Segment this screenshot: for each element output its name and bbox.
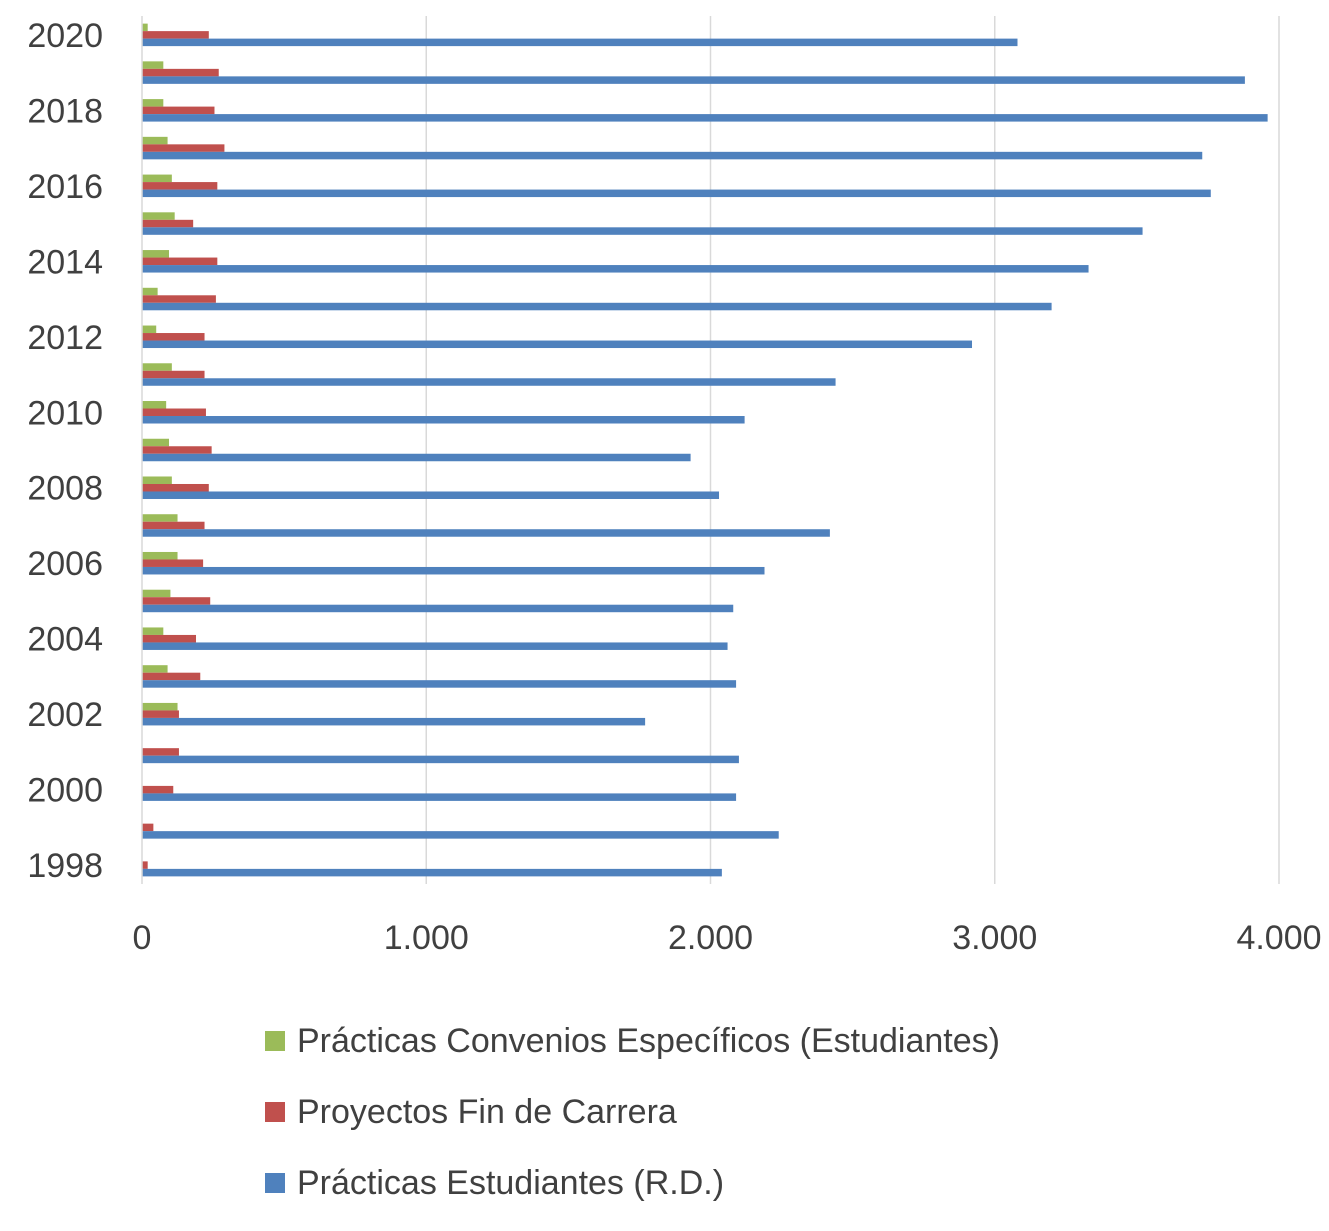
bar-2012-series-2 (142, 340, 973, 349)
bar-chart: 2020 2018 2016 2014 2012 2010 2008 2006 2004 2002… (27, 16, 1322, 957)
bar-2012-series-0 (142, 325, 157, 334)
bar-2011-series-2 (142, 378, 836, 386)
y-tick-label-2002: 2002 (27, 696, 103, 734)
bar-2004-series-2 (142, 642, 728, 650)
y-tick-label-2010: 2010 (27, 394, 103, 432)
bar-1998-series-1 (142, 861, 148, 869)
legend: Prácticas Convenios Específicos (Estudia… (265, 1018, 1000, 1231)
y-tick-label-2000: 2000 (27, 772, 103, 810)
bar-1999-series-2 (142, 831, 779, 839)
bar-2014-series-0 (142, 250, 170, 258)
bar-1999-series-1 (142, 823, 154, 832)
x-tick-label-3: 3.000 (952, 919, 1037, 957)
bar-2002-series-0 (142, 702, 178, 711)
y-tick-label-2020: 2020 (27, 17, 103, 55)
legend-label-practicas: Prácticas Estudiantes (R.D.) (297, 1163, 725, 1202)
bar-1998-series-2 (142, 868, 722, 877)
bar-2008-series-1 (142, 483, 209, 492)
legend-swatch-proyectos (265, 1102, 285, 1122)
x-tick-label-0: 0 (133, 919, 152, 957)
legend-item-proyectos: Proyectos Fin de Carrera (265, 1089, 1000, 1135)
y-tick-label-2012: 2012 (27, 319, 103, 357)
legend-item-practicas: Prácticas Estudiantes (R.D.) (265, 1160, 1000, 1206)
bar-2011-series-0 (142, 363, 172, 371)
y-tick-label-1998: 1998 (27, 847, 103, 885)
bar-2015-series-1 (142, 219, 194, 228)
y-tick-label-2018: 2018 (27, 92, 103, 130)
bars (142, 23, 1268, 877)
legend-label-proyectos: Proyectos Fin de Carrera (297, 1092, 677, 1131)
bar-2019-series-2 (142, 76, 1245, 84)
bar-2011-series-1 (142, 370, 205, 379)
bar-2007-series-2 (142, 529, 830, 537)
y-tick-labels: 2020 2018 2016 2014 2012 2010 2008 2006 2004 2002… (27, 17, 103, 885)
bar-2018-series-0 (142, 99, 164, 107)
bar-2007-series-0 (142, 514, 178, 522)
bar-2012-series-1 (142, 333, 205, 341)
bar-2020-series-2 (142, 38, 1018, 47)
bar-2003-series-1 (142, 672, 201, 681)
bar-2013-series-0 (142, 287, 158, 296)
bar-2018-series-2 (142, 114, 1268, 122)
bar-2008-series-2 (142, 491, 720, 499)
bar-2005-series-0 (142, 589, 171, 598)
bar-2002-series-1 (142, 710, 179, 718)
legend-swatch-convenios (265, 1031, 285, 1051)
x-tick-label-2: 2.000 (668, 919, 753, 957)
bar-2009-series-0 (142, 438, 170, 447)
bar-2010-series-2 (142, 416, 745, 424)
bar-2014-series-1 (142, 257, 218, 266)
bar-2006-series-1 (142, 559, 204, 567)
gridlines (425, 16, 1280, 884)
bar-2017-series-1 (142, 144, 225, 152)
bar-2018-series-1 (142, 106, 215, 115)
bar-2001-series-1 (142, 748, 179, 756)
y-tick-label-2016: 2016 (27, 168, 103, 206)
bar-2016-series-2 (142, 189, 1211, 198)
bar-2006-series-0 (142, 551, 178, 560)
bar-2015-series-0 (142, 212, 175, 220)
x-tick-label-4: 4.000 (1236, 919, 1321, 957)
bar-2015-series-2 (142, 227, 1143, 235)
legend-swatch-practicas (265, 1173, 285, 1193)
x-tick-label-1: 1.000 (384, 919, 469, 957)
bar-2000-series-1 (142, 785, 174, 794)
bar-2016-series-1 (142, 182, 218, 190)
bar-2003-series-2 (142, 680, 737, 688)
bar-2005-series-2 (142, 604, 734, 613)
bar-2001-series-2 (142, 755, 739, 764)
bar-2020-series-1 (142, 31, 209, 39)
bar-2016-series-0 (142, 174, 172, 183)
bar-2008-series-0 (142, 476, 172, 484)
bar-2020-series-0 (142, 23, 148, 32)
bar-2000-series-2 (142, 793, 737, 801)
legend-label-convenios: Prácticas Convenios Específicos (Estudia… (297, 1021, 1000, 1060)
x-tick-labels: 0 1.000 2.000 3.000 4.000 (133, 919, 1322, 957)
y-tick-label-2006: 2006 (27, 545, 103, 583)
bar-2019-series-1 (142, 68, 219, 77)
y-tick-label-2004: 2004 (27, 621, 103, 659)
bar-2007-series-1 (142, 521, 205, 530)
bar-2009-series-2 (142, 453, 691, 462)
bar-2017-series-0 (142, 136, 168, 145)
bar-2009-series-1 (142, 446, 212, 454)
bar-2005-series-1 (142, 597, 211, 605)
bar-2019-series-0 (142, 61, 164, 69)
bar-2006-series-2 (142, 566, 765, 575)
legend-item-convenios: Prácticas Convenios Específicos (Estudia… (265, 1018, 1000, 1064)
bar-2004-series-1 (142, 634, 197, 643)
bar-2014-series-2 (142, 265, 1089, 273)
bar-2010-series-1 (142, 408, 206, 417)
bar-2003-series-0 (142, 665, 168, 673)
y-tick-label-2014: 2014 (27, 243, 103, 281)
bar-2013-series-1 (142, 295, 216, 303)
y-tick-label-2008: 2008 (27, 470, 103, 508)
bar-2013-series-2 (142, 302, 1052, 311)
bar-2004-series-0 (142, 627, 164, 635)
bar-2017-series-2 (142, 151, 1203, 160)
bar-2010-series-0 (142, 401, 167, 409)
bar-2002-series-2 (142, 717, 646, 726)
